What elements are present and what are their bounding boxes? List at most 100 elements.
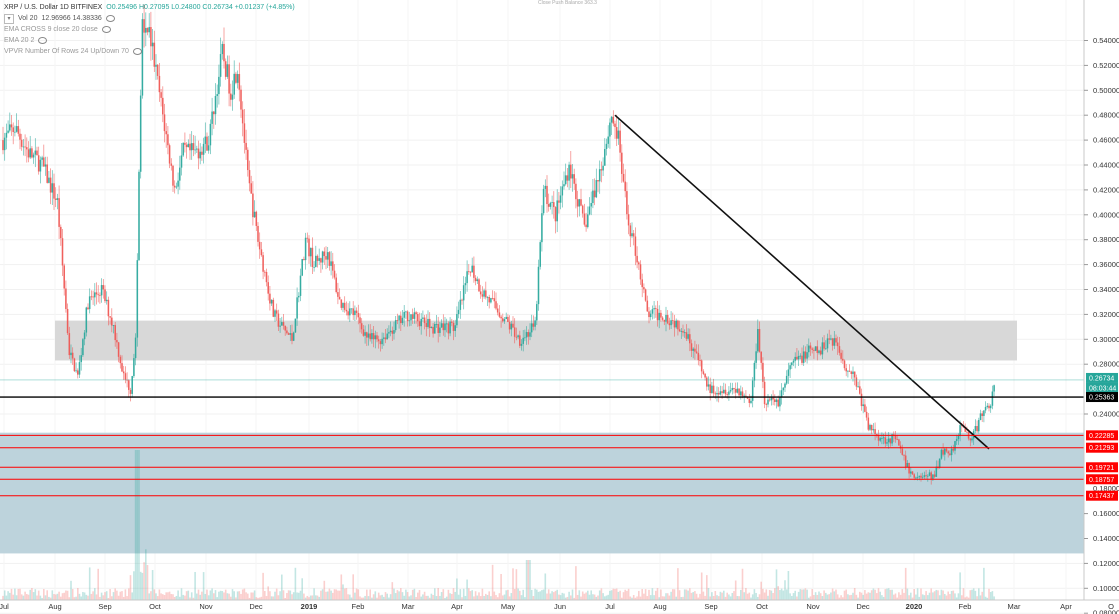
candle-body (767, 399, 769, 405)
volume-bar (502, 595, 504, 600)
volume-bar (134, 450, 137, 600)
volume-bar (139, 571, 142, 600)
drawing-layer[interactable] (0, 114, 1084, 497)
candle-body (182, 142, 184, 156)
candle (986, 403, 989, 409)
red-level-tag-text: 0.17437 (1089, 493, 1114, 500)
y-tick-label: 0.40000 (1093, 210, 1119, 219)
volume-bar (301, 578, 303, 600)
indicator-label: EMA CROSS 9 close 20 close (4, 26, 98, 33)
volume-bar (325, 591, 327, 600)
volume-bar (937, 590, 939, 600)
volume-bar (479, 596, 482, 600)
candle-body (629, 225, 632, 237)
candle-body (5, 132, 8, 138)
candle (530, 314, 533, 338)
eye-icon[interactable] (101, 26, 111, 33)
candle (719, 385, 722, 396)
volume-bar (14, 588, 16, 600)
volume-bar (298, 592, 300, 600)
candle (734, 382, 737, 399)
eye-icon[interactable] (38, 37, 48, 44)
candle (410, 314, 412, 326)
volume-bar (692, 592, 694, 600)
candle (935, 460, 938, 477)
candle (542, 184, 545, 216)
candle-body (304, 237, 307, 261)
volume-bar (740, 589, 742, 600)
candle (117, 341, 120, 363)
legend-indicator-row[interactable]: EMA 20 2 (4, 35, 295, 46)
candle (870, 424, 873, 435)
ohlc-values: O0.25496 H0.27095 L0.24800 C0.26734 +0.0… (106, 4, 295, 11)
candle-body (933, 474, 936, 477)
candle (852, 366, 854, 382)
candle (377, 335, 380, 349)
candle-body (177, 180, 179, 187)
demand-zone[interactable] (0, 432, 1084, 554)
volume-bar (119, 591, 122, 600)
candle-body (789, 365, 791, 370)
candle (372, 326, 375, 348)
chevron-down-icon[interactable]: ▾ (4, 13, 14, 24)
volume-bar (102, 595, 105, 600)
legend-indicator-row[interactable]: EMA CROSS 9 close 20 close (4, 24, 295, 35)
volume-bar (782, 590, 785, 600)
candle (214, 83, 217, 125)
legend-volume-row[interactable]: ▾ Vol 20 12.96966 14.38336 (4, 13, 295, 24)
candle (898, 438, 900, 446)
volume-bar (874, 589, 876, 600)
candle (133, 353, 135, 379)
candle-body (325, 256, 327, 260)
eye-icon[interactable] (105, 15, 115, 22)
volume-bar (466, 579, 468, 600)
candle (413, 307, 416, 324)
candle (842, 350, 844, 364)
candle (393, 321, 395, 340)
volume-bar (580, 596, 582, 600)
volume-bar (114, 588, 116, 600)
volume-bar (199, 594, 201, 600)
candle (712, 378, 715, 397)
candle-body (617, 130, 620, 139)
candle-body (840, 352, 842, 359)
volume-bar (604, 596, 606, 600)
volume-bar (270, 596, 273, 600)
red-level-tag-text: 0.21293 (1089, 445, 1114, 452)
candle (615, 114, 618, 147)
candle (454, 319, 456, 337)
candle-body (925, 475, 927, 477)
candle-body (255, 211, 258, 226)
candle-body (243, 123, 246, 143)
volume-bar (682, 596, 684, 600)
candle (343, 296, 346, 313)
candle-body (524, 337, 526, 339)
candle (430, 326, 433, 329)
volume-bar (724, 596, 727, 600)
candle (411, 308, 414, 324)
candle (665, 306, 667, 332)
candle (58, 185, 60, 239)
candle-body (372, 333, 375, 340)
volume-bar (726, 592, 728, 600)
volume-bar (68, 597, 71, 600)
candle-body (860, 393, 863, 407)
candle-body (275, 310, 278, 314)
volume-bar (530, 589, 533, 600)
volume-bar (182, 594, 184, 600)
eye-icon[interactable] (132, 48, 142, 55)
support-zone[interactable] (55, 320, 1017, 361)
volume-bar (974, 590, 977, 600)
volume-bar (935, 589, 938, 600)
legend-indicator-row[interactable]: VPVR Number Of Rows 24 Up/Down 70 (4, 46, 295, 57)
candle (20, 133, 23, 151)
candle-body (364, 332, 366, 336)
candle (592, 178, 594, 209)
trendline[interactable] (614, 114, 990, 450)
volume-bar (145, 549, 147, 600)
volume-bar (90, 593, 93, 600)
volume-bar (398, 591, 400, 600)
candle (653, 300, 655, 319)
candle (60, 224, 62, 246)
